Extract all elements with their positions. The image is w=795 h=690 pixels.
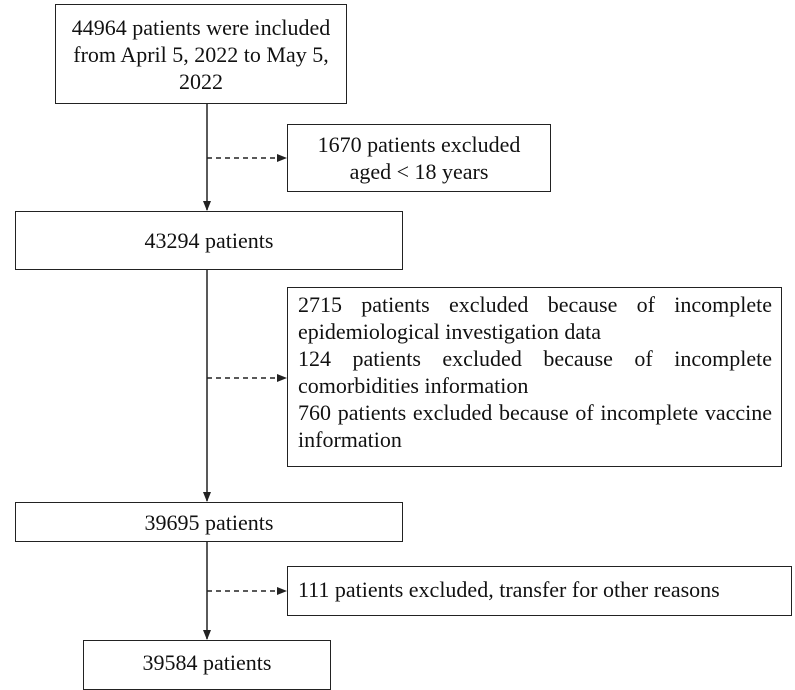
node-item: 2715 patients excluded because of incomp… bbox=[298, 292, 772, 344]
node-label: 1670 patients excluded aged < 18 years bbox=[317, 132, 521, 184]
node-label: 111 patients excluded, transfer for othe… bbox=[298, 577, 720, 602]
node: 2715 patients excluded because of incomp… bbox=[287, 287, 782, 467]
node-item: 760 patients excluded because of incompl… bbox=[298, 400, 772, 452]
node: 43294 patients bbox=[15, 211, 403, 270]
node: 44964 patients were included from April … bbox=[55, 4, 347, 104]
node: 1670 patients excluded aged < 18 years bbox=[287, 124, 551, 192]
node: 39695 patients bbox=[15, 502, 403, 542]
node-label: 39584 patients bbox=[142, 650, 272, 675]
node: 39584 patients bbox=[83, 640, 331, 690]
node-item: 124 patients excluded because of incompl… bbox=[298, 346, 772, 398]
node-label: 43294 patients bbox=[144, 228, 274, 253]
node-label: 44964 patients were included from April … bbox=[71, 14, 331, 94]
node-label: 39695 patients bbox=[144, 509, 274, 535]
node: 111 patients excluded, transfer for othe… bbox=[287, 566, 792, 616]
